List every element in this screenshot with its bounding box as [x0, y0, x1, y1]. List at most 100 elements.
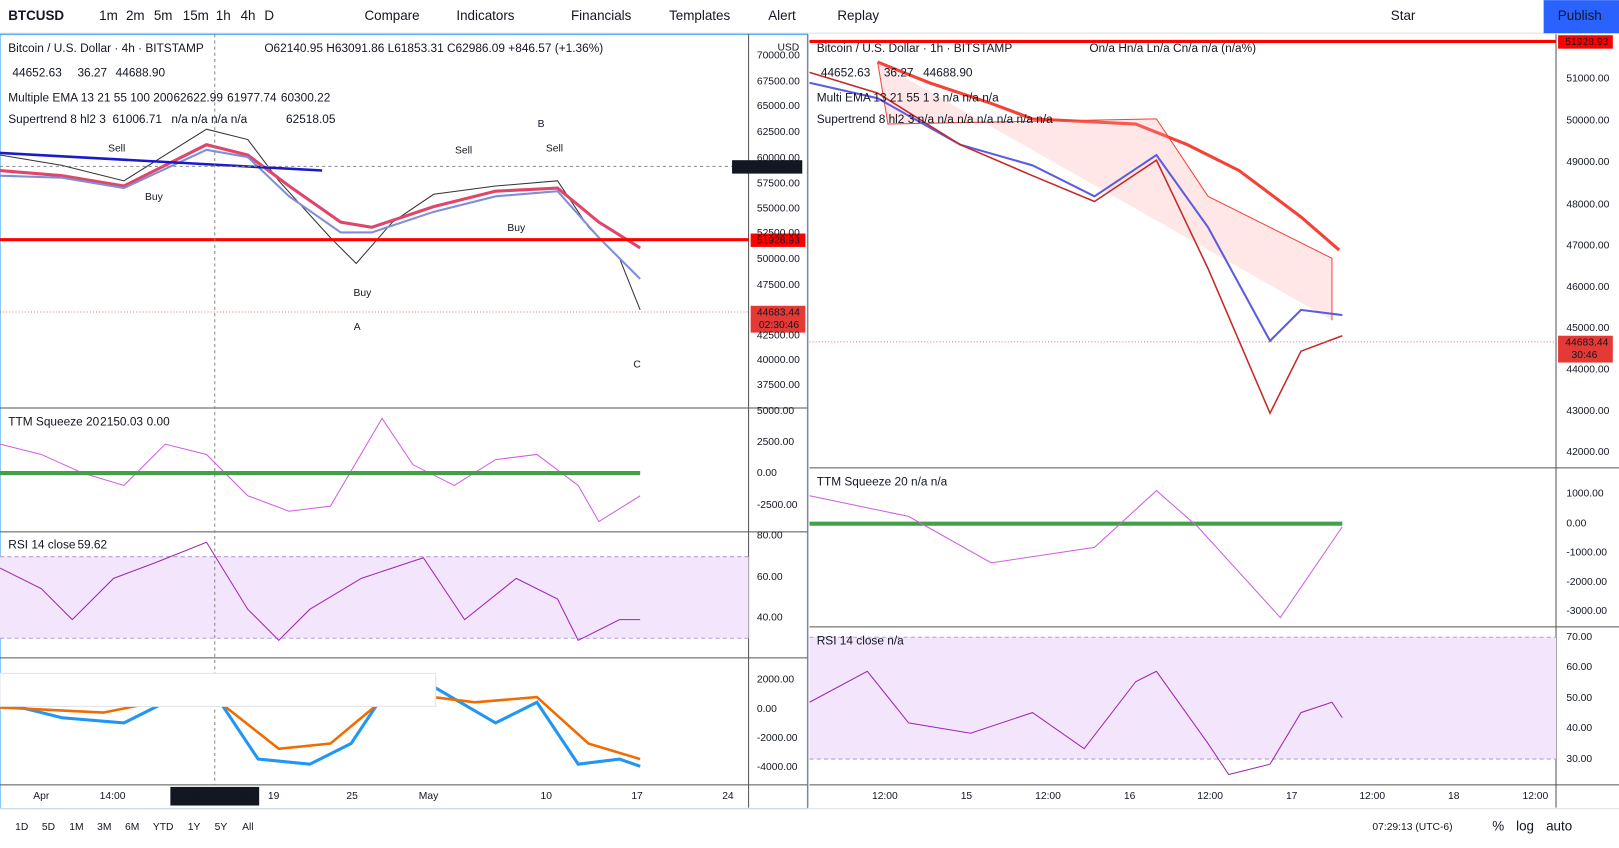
interval[interactable]: 5m — [154, 8, 173, 23]
time-axis-label: 12:00 — [1522, 791, 1548, 802]
range-button[interactable]: 3M — [97, 822, 111, 833]
trend-line — [0, 151, 323, 172]
log-toggle[interactable]: log — [1516, 819, 1534, 834]
drawing-toolbar[interactable] — [0, 672, 437, 707]
interval[interactable]: 15m — [183, 8, 209, 23]
price-axis-label: 46000.00 — [1566, 282, 1609, 293]
rsi-axis-label: 40.00 — [1566, 723, 1592, 734]
rsi-label: RSI 14 close n/a — [817, 633, 904, 647]
price-line — [0, 128, 641, 311]
toolbar-button[interactable]: Alert — [768, 8, 796, 23]
time-axis-label: 17 — [631, 791, 643, 802]
price-axis-label: 67500.00 — [757, 76, 800, 87]
ttm-histogram — [0, 417, 641, 523]
clock: 07:29:13 (UTC-6) — [1372, 822, 1452, 833]
percent-toggle[interactable]: % — [1492, 819, 1504, 834]
countdown: 30:46 — [1572, 350, 1598, 361]
time-axis-label: 15 — [961, 791, 973, 802]
legend-ohlc: On/a Hn/a Ln/a Cn/a n/a (n/a%) — [1089, 41, 1256, 55]
rsi-axis-label: 60.00 — [1566, 662, 1592, 673]
supertrend-label: Supertrend 8 hl2 3 n/a n/a n/a n/a n/a n… — [817, 112, 1053, 126]
texts: BTCUSD 1m 2m 5m 15m 1h 4h D Compare Indicators Fin… — [8, 8, 1609, 834]
time-axis-label: Apr — [33, 791, 50, 802]
macd-axis-label: 0.00 — [757, 704, 777, 715]
crosshair-price: 59079.30 — [757, 162, 800, 173]
last-price: 44683.44 — [1565, 338, 1608, 349]
time-axis-label: 18 — [1448, 791, 1460, 802]
level-price: 51928.93 — [1565, 37, 1608, 48]
star-button[interactable]: Star — [1391, 8, 1416, 23]
range-button[interactable]: All — [242, 822, 253, 833]
price-axis-label: 62500.00 — [757, 127, 800, 138]
bid: 44652.63 — [12, 66, 62, 80]
range-button[interactable]: 5Y — [215, 822, 228, 833]
range-button[interactable]: 1M — [69, 822, 83, 833]
interval[interactable]: D — [264, 8, 274, 23]
ttm-value: 0.00 — [147, 415, 170, 429]
spread: 36.27 — [884, 66, 914, 80]
macd-axis-label: -2000.00 — [757, 733, 798, 744]
price-axis-label: 48000.00 — [1566, 199, 1609, 210]
time-axis-label: 12:00 — [872, 791, 898, 802]
interval[interactable]: 1h — [216, 8, 231, 23]
spread: 36.27 — [77, 66, 107, 80]
toolbar-button[interactable]: Indicators — [456, 8, 514, 23]
publish-button[interactable] — [1543, 0, 1619, 34]
price-axis-label: 47000.00 — [1566, 241, 1609, 252]
ema-value: 62622.99 — [173, 90, 223, 104]
interval[interactable]: 1m — [99, 8, 118, 23]
toolbar-button[interactable]: Compare — [364, 8, 419, 23]
supertrend-value: 62518.05 — [286, 112, 336, 126]
rsi-band — [0, 556, 749, 639]
time-axis-label: 12:00 — [1359, 791, 1385, 802]
rsi-axis-label: 50.00 — [1566, 693, 1592, 704]
price-axis-label: 60000.00 — [757, 153, 800, 164]
time-axis-label: 19 — [268, 791, 280, 802]
range-button[interactable]: 5D — [42, 822, 55, 833]
crosshair-tag — [732, 160, 803, 174]
price-axis-label: 37500.00 — [757, 380, 800, 391]
toolbar-button[interactable]: Replay — [837, 8, 879, 23]
chart-annotation: B — [538, 119, 545, 130]
price-axis-label: 47500.00 — [757, 280, 800, 291]
time-axis-label: 16 — [1124, 791, 1136, 802]
crosshair-time-tag — [170, 786, 260, 806]
toolbar-button[interactable]: Templates — [669, 8, 730, 23]
price-axis-label: 45000.00 — [1566, 323, 1609, 334]
interval[interactable]: 4h — [241, 8, 256, 23]
chart-annotation: Sell — [455, 146, 472, 157]
macd-axis-label: -4000.00 — [757, 762, 798, 773]
range-button[interactable]: 1Y — [188, 822, 201, 833]
symbol[interactable]: BTCUSD — [8, 8, 64, 23]
ema-line — [0, 143, 641, 250]
price-axis-label: 42500.00 — [757, 330, 800, 341]
chart-annotation: Buy — [145, 192, 164, 203]
range-button[interactable]: 6M — [125, 822, 139, 833]
price-axis-label: 50000.00 — [1566, 116, 1609, 127]
chart-annotation: Buy — [507, 223, 526, 234]
ema-line — [877, 60, 1341, 252]
ttm-axis-label: -1000.00 — [1566, 547, 1607, 558]
bid: 44652.63 — [821, 66, 871, 80]
range-button[interactable]: 1D — [15, 822, 28, 833]
legend-title: Bitcoin / U.S. Dollar · 4h · BITSTAMP — [8, 41, 204, 55]
rsi-axis-label: 80.00 — [757, 531, 783, 542]
interval[interactable]: 2m — [126, 8, 145, 23]
publish-label[interactable]: Publish — [1558, 8, 1602, 23]
price-axis-label: 51000.00 — [1566, 73, 1609, 84]
chart-annotation: A — [354, 322, 361, 333]
pane-separators — [0, 407, 1619, 786]
price-axis-label: 49000.00 — [1566, 157, 1609, 168]
auto-toggle[interactable]: auto — [1546, 819, 1572, 834]
toolbar-button[interactable]: Financials — [571, 8, 632, 23]
ask: 44688.90 — [116, 66, 166, 80]
range-button[interactable]: YTD — [153, 822, 174, 833]
price-axis-label: 52500.00 — [757, 228, 800, 239]
ttm-value: 2150.03 — [100, 415, 143, 429]
time-axis-label: 10 — [540, 791, 552, 802]
chart-annotation: C — [633, 359, 641, 370]
rsi-label: RSI 14 close — [8, 537, 76, 551]
rsi-axis-label: 70.00 — [1566, 632, 1592, 643]
rsi-axis-label: 30.00 — [1566, 754, 1592, 765]
chart-annotation: Sell — [108, 144, 125, 155]
